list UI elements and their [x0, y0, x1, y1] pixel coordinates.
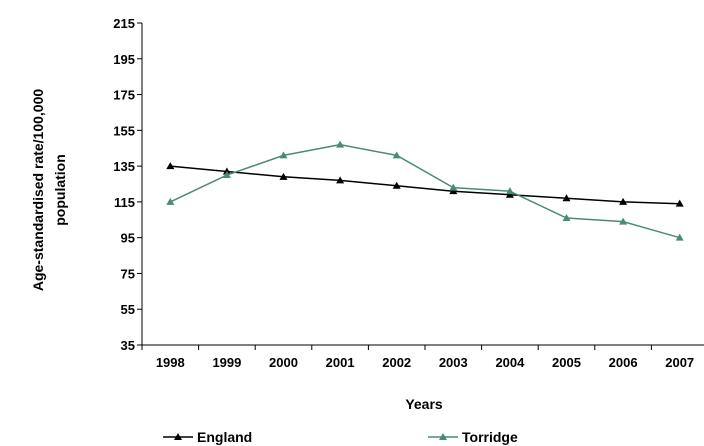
- legend-item-england: England: [163, 429, 252, 445]
- data-point-torridge: [619, 217, 628, 225]
- data-point-england: [562, 194, 571, 202]
- y-tick-label: 195: [113, 52, 135, 67]
- data-point-torridge: [505, 187, 514, 195]
- x-tick-label: 2003: [439, 355, 468, 370]
- y-tick-label: 75: [121, 266, 135, 281]
- y-tick-label: 95: [121, 231, 135, 246]
- legend: England Torridge: [163, 429, 518, 445]
- data-point-torridge: [562, 213, 571, 221]
- y-tick-label: 35: [121, 338, 135, 353]
- series-england: [166, 162, 684, 207]
- data-point-torridge: [336, 140, 345, 148]
- y-tick-label: 55: [121, 302, 135, 317]
- y-tick-label: 215: [113, 16, 135, 31]
- data-point-torridge: [449, 183, 458, 191]
- y-tick-label: 155: [113, 123, 135, 138]
- x-tick-label: 2001: [326, 355, 355, 370]
- series-line-england: [170, 165, 680, 205]
- data-point-torridge: [279, 151, 288, 159]
- y-tick-label: 135: [113, 159, 135, 174]
- x-tick-label: 2000: [269, 355, 298, 370]
- legend-marker-torridge: [439, 433, 447, 440]
- data-point-england: [392, 181, 401, 189]
- y-axis-title-line1: Age-standardised rate/100,000: [30, 89, 46, 292]
- data-point-england: [619, 197, 628, 205]
- data-point-england: [166, 162, 175, 170]
- x-axis-ticks: 1998 1999 2000 2001 2002 2003 2004 2005 2006 2007: [141, 345, 694, 370]
- y-axis-title-line2: population: [52, 154, 68, 226]
- x-tick-label: 2002: [382, 355, 411, 370]
- x-tick-label: 2004: [495, 355, 525, 370]
- data-point-england: [449, 187, 458, 195]
- series-torridge: [166, 140, 684, 241]
- data-point-england: [222, 167, 231, 175]
- x-axis-title: Years: [405, 396, 443, 412]
- data-point-england: [336, 176, 345, 184]
- x-tick-label: 2005: [552, 355, 581, 370]
- data-point-england: [675, 199, 684, 207]
- x-tick-label: 1999: [212, 355, 241, 370]
- data-point-torridge: [392, 151, 401, 159]
- y-tick-label: 175: [113, 88, 135, 103]
- series-line-torridge: [169, 143, 680, 239]
- x-tick-label: 2006: [609, 355, 638, 370]
- legend-item-torridge: Torridge: [428, 429, 518, 445]
- data-point-england: [279, 172, 288, 180]
- x-tick-label: 1998: [156, 355, 185, 370]
- data-point-england: [505, 190, 514, 198]
- data-point-torridge: [166, 197, 175, 205]
- series-layer: [166, 140, 684, 241]
- y-tick-label: 115: [114, 195, 135, 210]
- y-axis-ticks: 35 55 75 95 115 135 155 175 195 215: [113, 16, 142, 353]
- legend-marker-england: [174, 433, 182, 440]
- data-point-torridge: [222, 171, 231, 179]
- x-tick-label: 2007: [665, 355, 694, 370]
- legend-label-torridge: Torridge: [462, 429, 518, 445]
- legend-label-england: England: [197, 429, 252, 445]
- data-point-torridge: [675, 233, 684, 241]
